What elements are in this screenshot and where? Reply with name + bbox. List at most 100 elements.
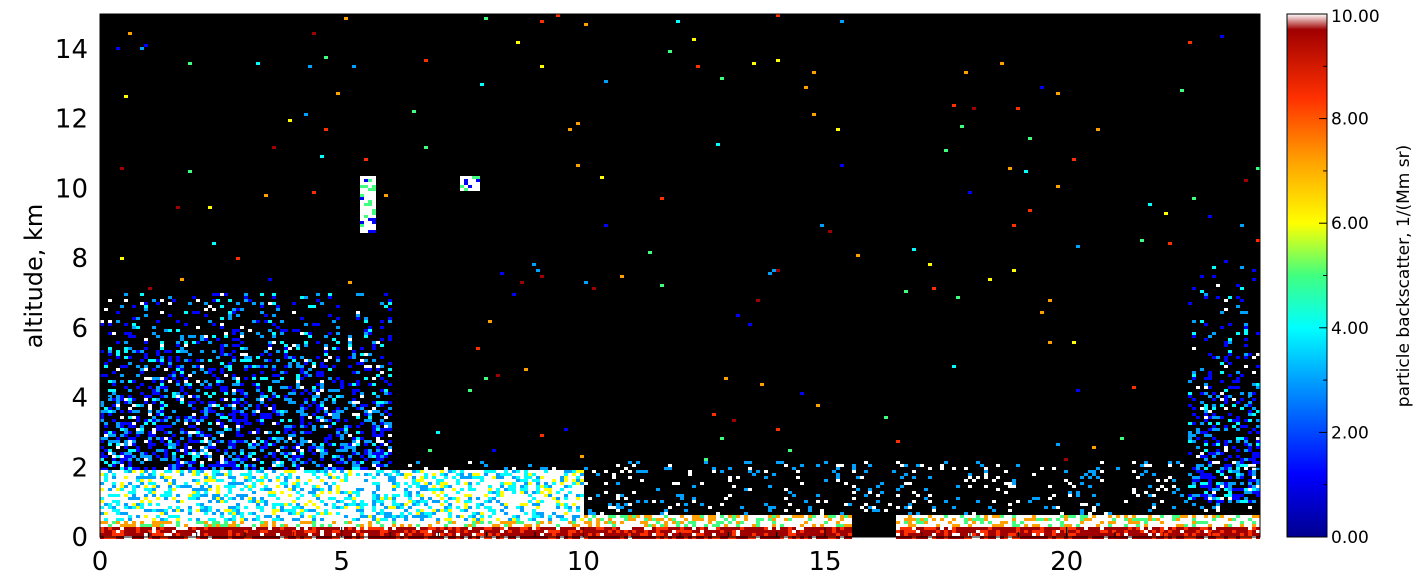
- heatmap-cell: [332, 479, 336, 482]
- heatmap-cell: [544, 533, 548, 536]
- heatmap-cell: [380, 440, 384, 443]
- heatmap-cell: [520, 518, 524, 521]
- heatmap-cell: [492, 473, 496, 476]
- heatmap-cell: [144, 314, 148, 317]
- heatmap-cell: [160, 527, 164, 530]
- heatmap-cell: [208, 527, 212, 530]
- heatmap-cell: [304, 425, 308, 428]
- heatmap-cell: [372, 224, 376, 227]
- heatmap-cell: [332, 521, 336, 524]
- heatmap-cell: [548, 527, 552, 530]
- heatmap-cell: [200, 410, 204, 413]
- heatmap-cell: [752, 530, 756, 533]
- heatmap-cell: [328, 491, 332, 494]
- heatmap-cell: [284, 479, 288, 482]
- heatmap-cell: [324, 407, 328, 410]
- heatmap-cell: [156, 302, 160, 305]
- heatmap-cell: [184, 470, 188, 473]
- heatmap-cell: [236, 344, 240, 347]
- heatmap-cell: [344, 530, 348, 533]
- heatmap-cell: [388, 299, 392, 302]
- heatmap-cell: [556, 491, 560, 494]
- heatmap-cell: [452, 500, 456, 503]
- heatmap-cell: [740, 506, 744, 509]
- heatmap-cell: [160, 449, 164, 452]
- heatmap-cell: [364, 200, 368, 203]
- heatmap-cell: [316, 485, 320, 488]
- heatmap-cell: [624, 467, 628, 470]
- heatmap-cell: [160, 491, 164, 494]
- heatmap-cell: [460, 476, 464, 479]
- heatmap-cell: [140, 383, 144, 386]
- heatmap-cell: [664, 521, 668, 524]
- heatmap-cell: [548, 473, 552, 476]
- heatmap-cell: [108, 485, 112, 488]
- heatmap-cell: [124, 341, 128, 344]
- heatmap-cell: [484, 479, 488, 482]
- heatmap-cell: [172, 458, 176, 461]
- heatmap-cell: [292, 527, 296, 530]
- heatmap-cell: [496, 533, 500, 536]
- heatmap-cell: [588, 515, 592, 518]
- heatmap-cell: [328, 314, 332, 317]
- heatmap-cell: [168, 479, 172, 482]
- heatmap-cell: [200, 470, 204, 473]
- heatmap-cell: [460, 488, 464, 491]
- heatmap-cell: [344, 533, 348, 536]
- heatmap-cell: [240, 347, 244, 350]
- heatmap-cell: [436, 515, 440, 518]
- heatmap-cell: [208, 455, 212, 458]
- heatmap-cell: [180, 368, 184, 371]
- heatmap-cell: [372, 401, 376, 404]
- heatmap-cell: [324, 503, 328, 506]
- heatmap-cell: [360, 533, 364, 536]
- heatmap-cell: [380, 530, 384, 533]
- heatmap-cell: [196, 326, 200, 329]
- heatmap-cell: [476, 509, 480, 512]
- heatmap-cell: [636, 533, 640, 536]
- heatmap-cell: [252, 440, 256, 443]
- heatmap-cell: [808, 521, 812, 524]
- heatmap-cell: [224, 386, 228, 389]
- heatmap-cell: [228, 497, 232, 500]
- heatmap-cell: [120, 506, 124, 509]
- heatmap-cell: [108, 464, 112, 467]
- heatmap-cell: [172, 434, 176, 437]
- heatmap-cell: [316, 419, 320, 422]
- heatmap-cell: [396, 524, 400, 527]
- heatmap-cell: [204, 473, 208, 476]
- heatmap-cell: [176, 473, 180, 476]
- heatmap-cell: [500, 512, 504, 515]
- heatmap-cell: [324, 353, 328, 356]
- heatmap-cell: [356, 467, 360, 470]
- heatmap-cell: [240, 491, 244, 494]
- heatmap-cell: [124, 398, 128, 401]
- heatmap-cell: [124, 524, 128, 527]
- heatmap-cell: [660, 530, 664, 533]
- heatmap-cell: [104, 494, 108, 497]
- heatmap-cell: [452, 491, 456, 494]
- heatmap-cell: [252, 476, 256, 479]
- heatmap-cell: [348, 338, 352, 341]
- heatmap-cell: [324, 452, 328, 455]
- heatmap-cell: [240, 353, 244, 356]
- heatmap-cell: [372, 473, 376, 476]
- heatmap-cell: [540, 485, 544, 488]
- heatmap-cell: [468, 479, 472, 482]
- heatmap-cell: [396, 530, 400, 533]
- heatmap-cell: [572, 530, 576, 533]
- heatmap-cell: [292, 425, 296, 428]
- heatmap-cell: [236, 314, 240, 317]
- heatmap-cell: [352, 404, 356, 407]
- heatmap-cell: [596, 518, 600, 521]
- heatmap-cell: [220, 407, 224, 410]
- heatmap-cell: [164, 512, 168, 515]
- heatmap-cell: [504, 497, 508, 500]
- heatmap-cell: [412, 506, 416, 509]
- heatmap-cell: [424, 524, 428, 527]
- heatmap-cell: [368, 455, 372, 458]
- heatmap-cell: [268, 413, 272, 416]
- heatmap-cell: [128, 479, 132, 482]
- heatmap-cell: [188, 476, 192, 479]
- heatmap-cell: [568, 497, 572, 500]
